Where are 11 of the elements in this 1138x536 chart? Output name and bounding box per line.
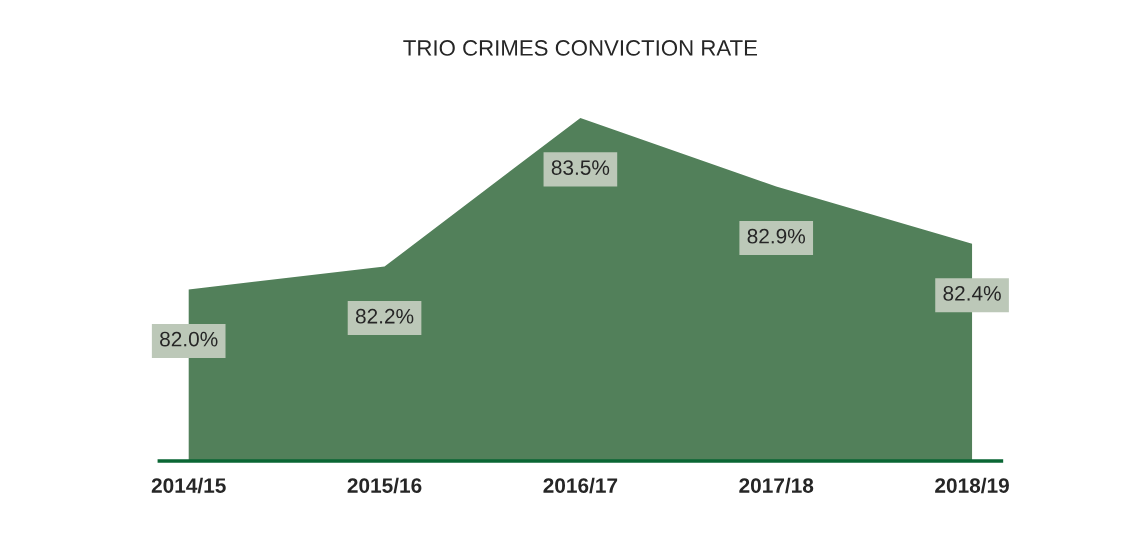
chart-title: TRIO CRIMES CONVICTION RATE [403,40,758,56]
data-label: 82.9% [747,228,806,244]
data-label: 82.2% [355,308,414,324]
data-label: 82.0% [160,331,218,347]
x-tick-label: 2017/18 [739,477,814,494]
data-label: 83.5% [551,160,610,175]
data-label: 82.4% [943,286,1001,301]
x-tick-label: 2014/15 [151,477,226,494]
x-tick-label: 2015/16 [347,477,422,494]
x-tick-label: 2016/17 [543,477,618,494]
x-tick-label: 2018/19 [935,477,1009,494]
